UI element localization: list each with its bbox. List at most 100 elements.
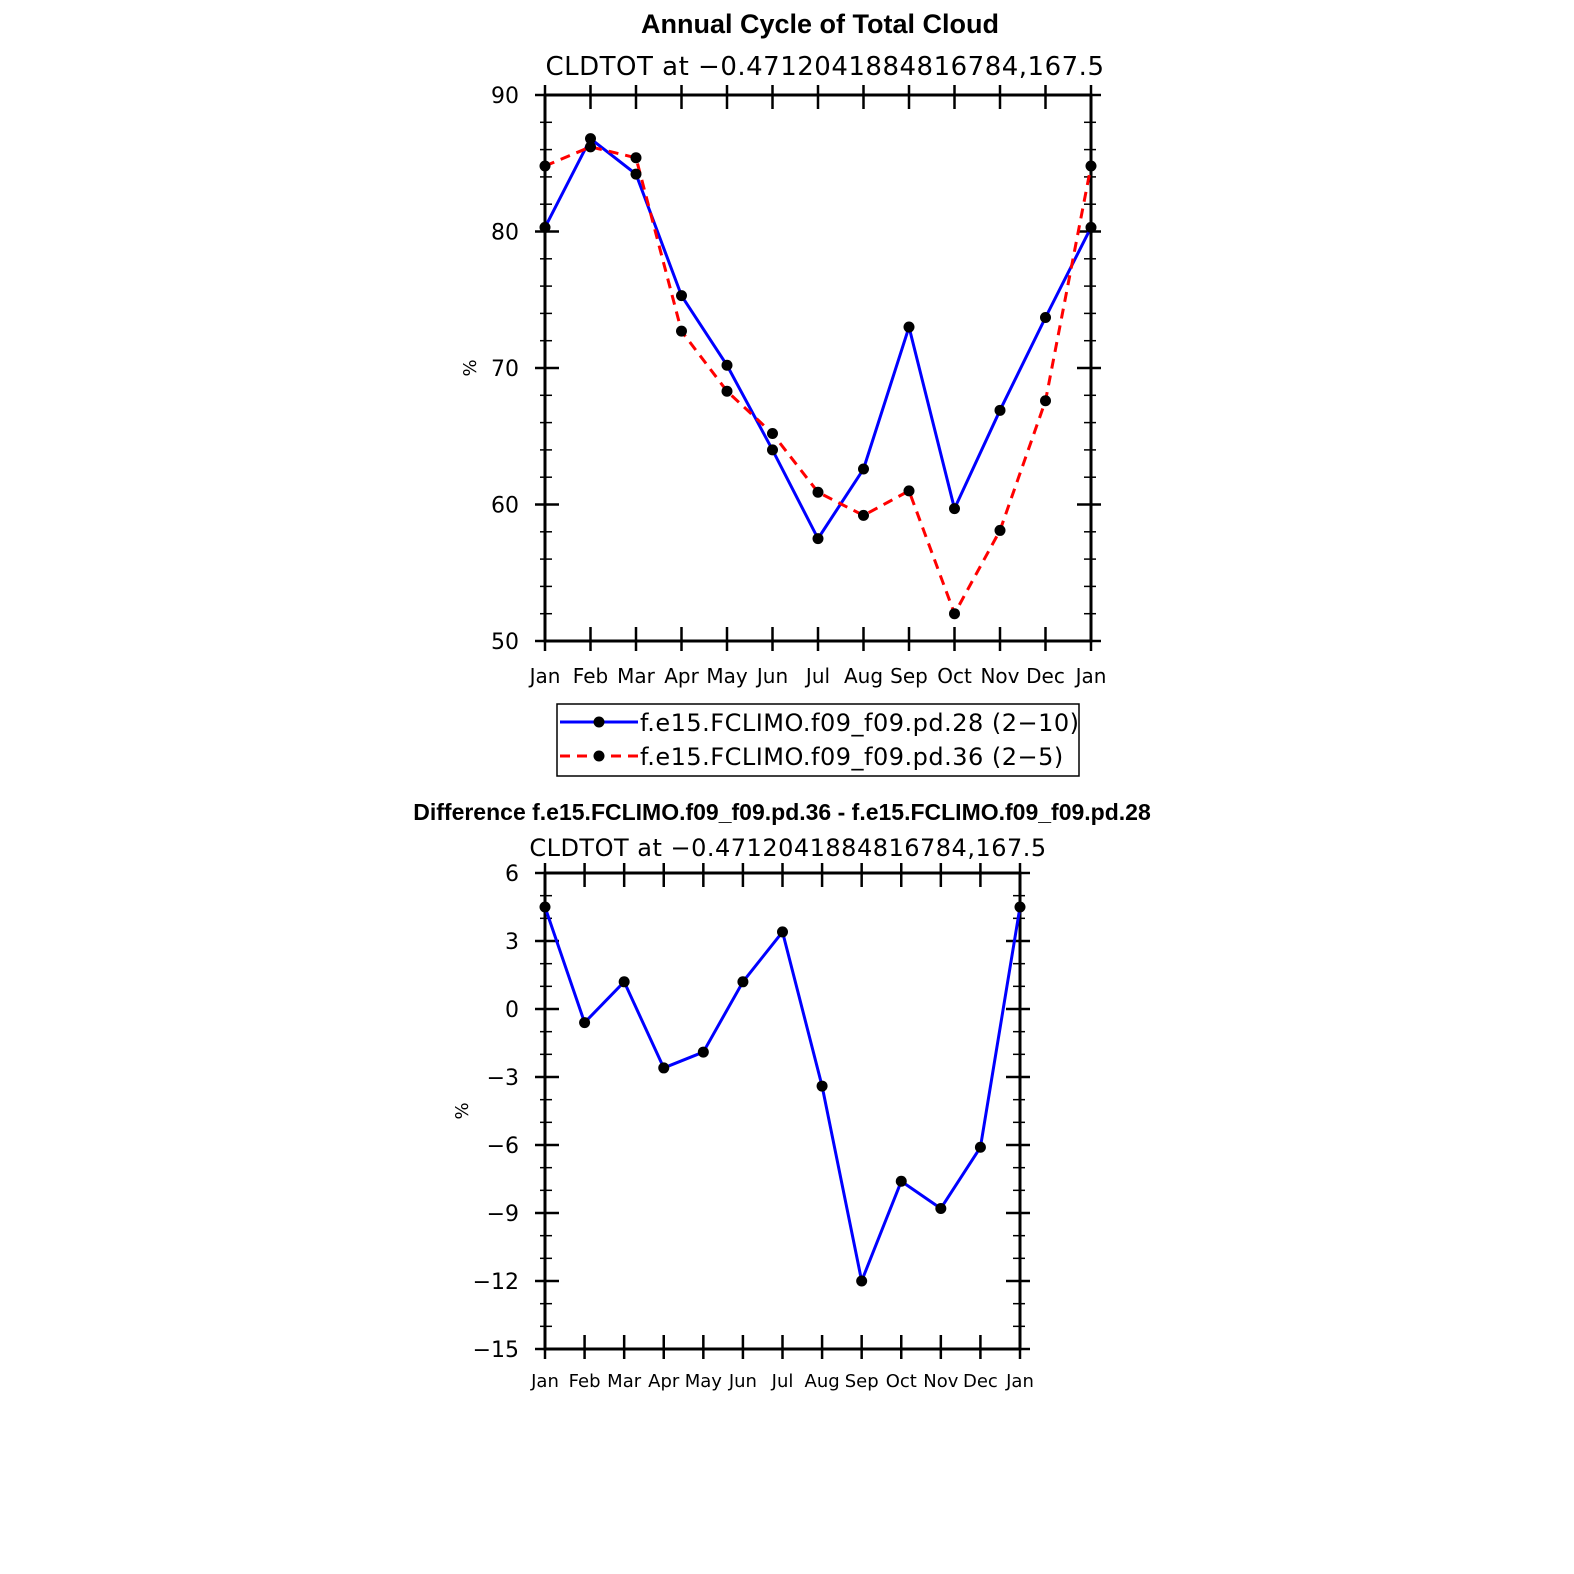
c1-series2-point: [539, 160, 551, 172]
c2-ytick-label: 3: [505, 930, 519, 955]
c1-ytick-label: 50: [491, 630, 519, 655]
c1-xtick-label: Apr: [664, 664, 699, 688]
c1-series1-point: [585, 133, 596, 145]
c1-series2-point: [994, 524, 1006, 536]
legend-marker-series2: [593, 750, 605, 762]
c1-series2-point: [1040, 395, 1051, 407]
c1-xtick-label: Dec: [1026, 664, 1065, 688]
c2-ytick-label: 6: [505, 862, 519, 887]
c2-xtick-label: Dec: [963, 1371, 998, 1392]
c1-series2-point: [903, 485, 915, 497]
c1-ytick-label: 80: [491, 221, 519, 246]
c1-series1-point: [630, 168, 642, 180]
c2-series1-point: [935, 1202, 947, 1214]
c2-series1-point: [579, 1017, 591, 1029]
c2-xtick-label: Jul: [771, 1371, 794, 1392]
c2-ytick-label: 0: [505, 998, 519, 1023]
c2-series1-point: [658, 1062, 670, 1074]
c1-series1-point: [1040, 311, 1051, 323]
chart2-tick-marks: [535, 863, 1030, 1359]
c2-series1-point: [539, 901, 551, 913]
c2-series1-point: [1014, 901, 1026, 913]
c1-series-line-1: [543, 137, 1093, 541]
chart2-subtitle: CLDTOT at −0.4712041884816784,167.5: [529, 834, 1046, 862]
c2-series1-point: [974, 1141, 986, 1153]
c2-xtick-label: Sep: [845, 1371, 879, 1392]
c1-series1-point: [994, 404, 1006, 416]
chart1-plot-frame: [543, 93, 1093, 643]
c1-series2-point: [949, 608, 960, 620]
c2-series-line-1: [543, 906, 1022, 1283]
c2-series1-point: [895, 1175, 907, 1187]
c2-xtick-label: Apr: [648, 1371, 680, 1392]
c2-series1-point: [697, 1046, 709, 1058]
c2-xtick-label: Mar: [607, 1371, 642, 1392]
chart1-title: Annual Cycle of Total Cloud: [641, 9, 999, 39]
c2-ytick-label: −3: [487, 1066, 519, 1091]
chart2-series: [539, 901, 1026, 1287]
c2-ytick-label: −12: [473, 1270, 519, 1295]
c2-xtick-label: Aug: [805, 1371, 840, 1392]
legend-marker-series1: [593, 716, 605, 728]
difference-chart: Difference f.e15.FCLIMO.f09_f09.pd.36 - …: [413, 799, 1151, 1392]
chart1-subtitle: CLDTOT at −0.4712041884816784,167.5: [545, 52, 1104, 82]
c2-xtick-label: Jan: [530, 1371, 559, 1392]
c2-xtick-label: Oct: [886, 1371, 917, 1392]
c1-series1-point: [676, 290, 687, 302]
c1-xtick-label: Sep: [890, 664, 928, 688]
c1-series2-point: [812, 486, 824, 498]
c1-xtick-label: Nov: [980, 664, 1019, 688]
c2-ytick-label: −9: [487, 1202, 519, 1227]
c2-xtick-label: Nov: [923, 1371, 958, 1392]
c1-xtick-label: Jul: [804, 664, 830, 688]
chart1-ylabel: %: [460, 359, 481, 376]
c2-xtick-label: Jan: [1005, 1371, 1034, 1392]
c1-series1-point: [858, 463, 869, 475]
c1-series2-point: [721, 385, 733, 397]
chart1-series: [539, 133, 1097, 620]
chart2-ylabel: %: [452, 1102, 473, 1119]
c1-xtick-label: Jan: [1074, 664, 1107, 688]
c1-ytick-label: 70: [491, 357, 519, 382]
chart2-y-tick-labels: 6 3 0 −3 −6 −9 −12 −15: [473, 862, 519, 1363]
c1-xtick-label: Jan: [528, 664, 561, 688]
c1-xtick-label: Jun: [755, 664, 788, 688]
c2-series1-point: [777, 926, 788, 938]
chart1-y-tick-labels: 90 80 70 60 50: [491, 84, 519, 655]
c2-ytick-label: −15: [473, 1338, 519, 1363]
c2-series1-point: [816, 1080, 828, 1092]
c1-series2-point: [767, 428, 778, 440]
c1-series2-point: [858, 509, 869, 521]
c1-xtick-label: May: [706, 664, 748, 688]
c1-series1-point: [767, 444, 778, 456]
c1-xtick-label: Mar: [617, 664, 656, 688]
c1-series1-point: [721, 359, 733, 371]
c1-xtick-label: Oct: [937, 664, 972, 688]
c2-series1-point: [737, 976, 749, 988]
c1-series2-point: [630, 152, 642, 164]
c2-xtick-label: Jun: [728, 1371, 757, 1392]
c1-series1-point: [903, 321, 915, 333]
chart2-x-tick-labels: Jan Feb Mar Apr May Jun Jul Aug Sep Oct Nov Dec Jan: [530, 1371, 1034, 1392]
c2-series1-point: [856, 1275, 868, 1287]
legend-box: [556, 703, 1080, 777]
c2-series1-point: [618, 976, 630, 988]
c1-ytick-label: 90: [491, 84, 519, 109]
c1-series1-point: [539, 221, 551, 233]
c2-xtick-label: May: [685, 1371, 723, 1392]
legend-label-series1: f.e15.FCLIMO.f09_f09.pd.28 (2−10): [640, 709, 1080, 737]
c1-series2-point: [676, 325, 687, 337]
c1-xtick-label: Aug: [844, 664, 883, 688]
annual-cycle-chart: Annual Cycle of Total Cloud CLDTOT at −0…: [460, 9, 1107, 777]
c1-series1-point: [1085, 221, 1097, 233]
c2-xtick-label: Feb: [569, 1371, 601, 1392]
chart2-title: Difference f.e15.FCLIMO.f09_f09.pd.36 - …: [413, 799, 1151, 825]
chart1-x-tick-labels: Jan Feb Mar Apr May Jun Jul Aug Sep Oct Nov Dec Jan: [528, 664, 1107, 688]
chart2-plot-frame: [543, 871, 1022, 1351]
legend-label-series2: f.e15.FCLIMO.f09_f09.pd.36 (2−5): [640, 743, 1064, 771]
c1-ytick-label: 60: [491, 494, 519, 519]
chart1-tick-marks: [535, 85, 1101, 651]
c1-xtick-label: Feb: [573, 664, 608, 688]
c2-ytick-label: −6: [487, 1134, 519, 1159]
